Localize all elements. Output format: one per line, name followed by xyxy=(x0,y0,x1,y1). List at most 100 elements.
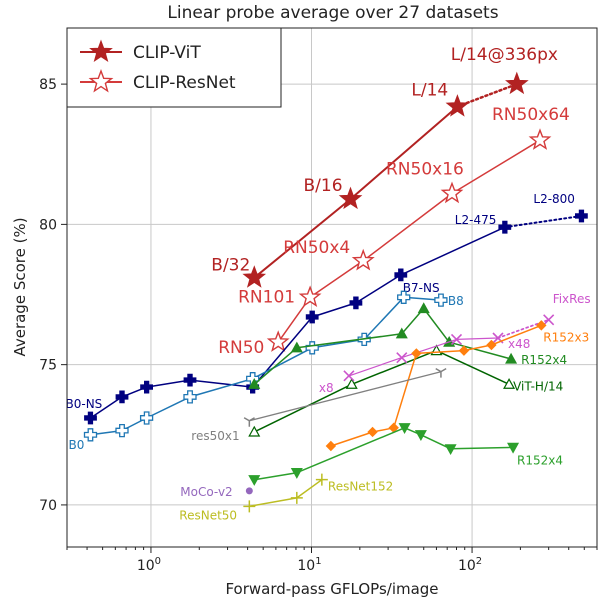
data-point xyxy=(290,468,303,479)
data-point xyxy=(338,186,363,210)
series: B0-NS B7-NS L2-475 L2-800 xyxy=(66,192,588,425)
x-tick-label: 101 xyxy=(297,556,321,574)
data-point xyxy=(395,327,408,339)
series: x8 x48 FixRes xyxy=(319,292,591,395)
series: B0 B8 xyxy=(69,290,464,452)
data-label: B/32 xyxy=(211,256,250,276)
data-point xyxy=(345,378,358,389)
data-label: x8 xyxy=(319,381,334,395)
series: R152x4 xyxy=(248,423,563,486)
data-point xyxy=(486,339,497,351)
series-line xyxy=(254,427,514,481)
data-point xyxy=(536,320,547,331)
y-axis-label: Average Score (%) xyxy=(11,217,29,356)
data-point xyxy=(444,444,457,456)
data-point xyxy=(84,411,97,425)
series-line-dotted xyxy=(503,214,583,229)
data-point xyxy=(83,428,98,442)
data-point xyxy=(290,491,303,504)
data-point xyxy=(398,423,411,435)
data-point xyxy=(266,330,290,352)
data-point xyxy=(243,500,256,513)
series-line xyxy=(253,349,510,433)
data-point xyxy=(458,345,470,356)
data-label: RN50x4 xyxy=(283,238,350,258)
data-point xyxy=(434,293,448,307)
y-tick-label: 85 xyxy=(39,77,57,93)
data-point xyxy=(248,425,261,437)
data-point xyxy=(243,417,255,427)
data-point xyxy=(139,411,154,425)
legend-label: CLIP-ViT xyxy=(133,43,201,63)
series: B/32 B/16 L/14L/14@336px xyxy=(211,45,558,288)
data-point xyxy=(290,341,303,353)
x-tick-label: 100 xyxy=(137,556,161,574)
data-point xyxy=(503,378,516,389)
data-point xyxy=(440,181,464,204)
data-point xyxy=(343,370,355,382)
data-point xyxy=(183,390,197,404)
data-point xyxy=(349,296,363,310)
data-label: B7-NS xyxy=(403,281,440,295)
legend-box xyxy=(66,27,282,108)
data-label: RN50 xyxy=(218,338,264,358)
data-label: L/14@336px xyxy=(451,45,558,65)
data-point xyxy=(575,209,588,223)
data-point xyxy=(417,302,430,314)
series: R152x4 xyxy=(248,302,567,389)
data-label: L2-800 xyxy=(533,192,575,206)
data-point xyxy=(115,423,129,438)
data-point xyxy=(88,68,114,93)
x-tick-label: 102 xyxy=(458,556,482,574)
data-point xyxy=(396,352,408,364)
data-label: res50x1 xyxy=(191,429,239,443)
series: ResNet50 ResNet152 xyxy=(179,473,393,522)
data-point xyxy=(351,248,375,271)
chart-title: Linear probe average over 27 datasets xyxy=(167,3,498,23)
data-point xyxy=(325,440,337,452)
data-label: ViT-H/14 xyxy=(513,379,563,393)
data-point xyxy=(397,290,411,304)
data-point xyxy=(505,71,529,95)
series-line xyxy=(249,371,442,422)
data-point xyxy=(305,310,319,324)
data-point xyxy=(115,390,129,404)
grid xyxy=(67,28,597,547)
data-label: FixRes xyxy=(553,292,591,306)
data-point xyxy=(450,333,463,345)
series-layer: B/32B/16L/14L/14@336pxRN50RN101RN50x4RN5… xyxy=(66,45,591,522)
data-point xyxy=(248,475,261,486)
data-point xyxy=(435,368,447,378)
data-label: B0-NS xyxy=(66,397,103,411)
x-axis-label: Forward-pass GFLOPs/image xyxy=(225,580,438,598)
data-point xyxy=(414,430,427,442)
series: RN50 RN101 RN50x4 RN50x16 RN50x64 xyxy=(218,105,570,358)
data-label: B8 xyxy=(448,294,464,308)
data-label: RN101 xyxy=(238,287,295,307)
y-tick-label: 80 xyxy=(39,217,57,233)
data-point xyxy=(367,426,378,438)
data-point xyxy=(507,442,520,454)
data-label: L2-475 xyxy=(455,213,497,227)
data-point xyxy=(89,39,113,63)
data-point xyxy=(543,314,555,326)
data-label: R152x3 xyxy=(543,330,589,344)
data-label: RN50x64 xyxy=(492,105,570,125)
data-point xyxy=(183,373,197,387)
data-label: ResNet50 xyxy=(179,508,237,522)
series: MoCo-v2 xyxy=(180,485,253,499)
data-point xyxy=(505,352,518,364)
data-label: R152x4 xyxy=(517,453,563,467)
data-label: B/16 xyxy=(304,176,343,196)
legend: CLIP-ViT CLIP-ResNet xyxy=(66,27,282,108)
plot-frame xyxy=(66,27,598,548)
series: R152x3 xyxy=(325,320,589,452)
data-label: L/14 xyxy=(411,81,448,101)
data-label: ResNet152 xyxy=(328,480,393,494)
data-point xyxy=(394,268,408,282)
data-label: RN50x16 xyxy=(386,160,464,180)
data-point xyxy=(140,380,154,394)
series-line xyxy=(348,337,499,377)
data-point xyxy=(315,473,328,486)
